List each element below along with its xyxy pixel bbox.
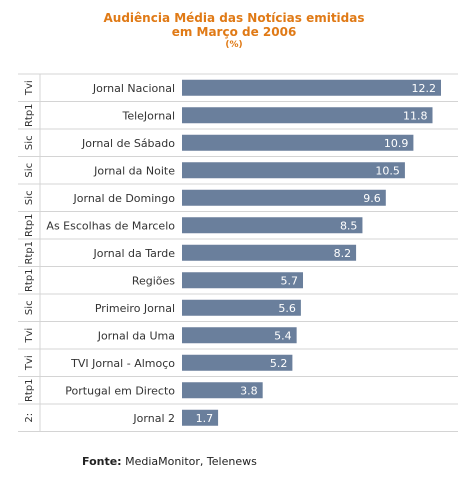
source-note: Fonte: MediaMonitor, Telenews <box>82 455 257 468</box>
channel-label: Sic <box>24 300 35 315</box>
channel-label: Tvi <box>24 328 35 344</box>
chart-title: Audiência Média das Notícias emitidas <box>103 11 365 25</box>
channel-label: Rtp1 <box>24 103 35 127</box>
category-label: Jornal da Uma <box>97 329 175 342</box>
bar <box>182 162 405 179</box>
channel-label: Rtp1 <box>24 241 35 265</box>
bar-value-label: 8.5 <box>340 219 358 232</box>
bar <box>182 189 386 206</box>
bar <box>182 327 297 344</box>
category-label: TeleJornal <box>121 109 175 122</box>
channel-label: 2: <box>24 413 35 423</box>
category-label: Jornal de Domingo <box>73 192 176 205</box>
bar <box>182 382 263 399</box>
bar-value-label: 10.5 <box>375 164 400 177</box>
category-label: TVI Jornal - Almoço <box>70 357 175 370</box>
bar-value-label: 5.6 <box>278 302 296 315</box>
bar-value-label: 11.8 <box>403 109 428 122</box>
bar-value-label: 10.9 <box>384 137 409 150</box>
bar <box>182 79 441 96</box>
category-label: Jornal da Noite <box>93 164 175 177</box>
bar <box>182 134 414 151</box>
bar <box>182 244 357 261</box>
channel-label: Rtp1 <box>24 378 35 402</box>
chart-unit: (%) <box>225 40 243 50</box>
channel-label: Rtp1 <box>24 213 35 237</box>
category-label: As Escolhas de Marcelo <box>46 219 175 232</box>
bar <box>182 299 301 316</box>
bar-value-label: 3.8 <box>240 384 258 397</box>
category-label: Portugal em Directo <box>65 384 175 397</box>
channel-label: Sic <box>24 135 35 150</box>
category-label: Jornal Nacional <box>92 82 175 95</box>
bar-value-label: 5.2 <box>270 357 288 370</box>
channel-label: Rtp1 <box>24 268 35 292</box>
source-label: Fonte: <box>82 455 122 468</box>
category-label: Jornal de Sábado <box>81 137 175 150</box>
bar-value-label: 12.2 <box>412 82 437 95</box>
category-label: Regiões <box>132 274 175 287</box>
bar-value-label: 8.2 <box>334 247 352 260</box>
bar <box>182 272 304 289</box>
chart-subtitle: em Março de 2006 <box>171 25 297 39</box>
category-label: Jornal da Tarde <box>92 247 175 260</box>
bar <box>182 354 293 371</box>
bar <box>182 409 219 426</box>
category-label: Primeiro Jornal <box>95 302 175 315</box>
bar-value-label: 5.7 <box>281 274 299 287</box>
channel-label: Tvi <box>24 80 35 96</box>
bar <box>182 107 433 124</box>
bar-value-label: 1.7 <box>196 412 214 425</box>
category-label: Jornal 2 <box>132 412 175 425</box>
source-text: MediaMonitor, Telenews <box>125 455 257 468</box>
channel-label: Sic <box>24 163 35 178</box>
channel-label: Tvi <box>24 355 35 371</box>
bar <box>182 217 363 234</box>
bar-value-label: 5.4 <box>274 329 292 342</box>
bar-value-label: 9.6 <box>363 192 381 205</box>
channel-label: Sic <box>24 190 35 205</box>
